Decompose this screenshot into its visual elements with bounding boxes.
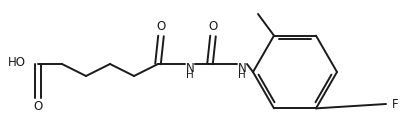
Text: HO: HO [8, 55, 26, 69]
Text: O: O [33, 100, 43, 112]
Text: N: N [186, 62, 195, 74]
Text: F: F [392, 98, 399, 110]
Text: O: O [209, 20, 217, 34]
Text: N: N [238, 62, 247, 74]
Text: H: H [238, 70, 246, 80]
Text: O: O [156, 20, 166, 34]
Text: H: H [186, 70, 194, 80]
